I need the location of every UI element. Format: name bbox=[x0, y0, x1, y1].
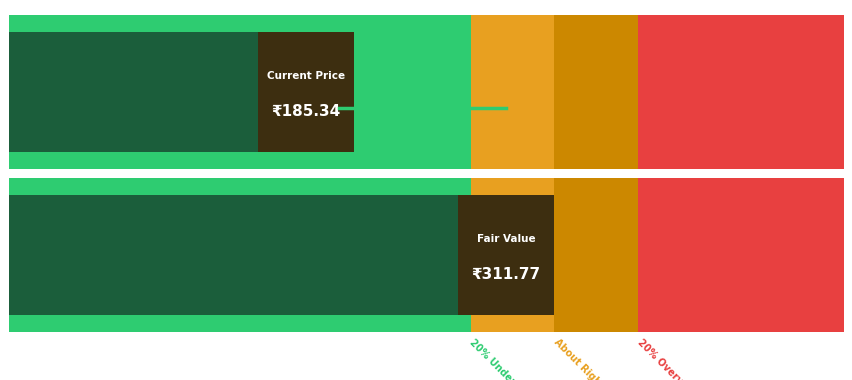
Text: ₹311.77: ₹311.77 bbox=[471, 267, 540, 282]
Bar bbox=[9, 178, 470, 331]
Bar bbox=[554, 15, 637, 169]
Text: 20% Undervalued: 20% Undervalued bbox=[468, 337, 543, 380]
Bar bbox=[257, 32, 354, 152]
Bar bbox=[554, 178, 637, 331]
Bar bbox=[637, 178, 843, 331]
Text: Undervalued: Undervalued bbox=[382, 64, 470, 78]
Bar bbox=[470, 178, 554, 331]
Bar bbox=[9, 32, 354, 152]
Bar bbox=[470, 15, 554, 169]
Bar bbox=[9, 15, 470, 169]
Bar bbox=[9, 195, 554, 315]
Text: ₹185.34: ₹185.34 bbox=[271, 104, 340, 119]
Text: Current Price: Current Price bbox=[267, 71, 344, 81]
Bar bbox=[458, 195, 554, 315]
Text: Fair Value: Fair Value bbox=[476, 234, 535, 244]
Text: 20% Overvalued: 20% Overvalued bbox=[635, 337, 705, 380]
Bar bbox=[637, 15, 843, 169]
Text: 40.6%: 40.6% bbox=[385, 18, 467, 42]
Text: About Right: About Right bbox=[551, 337, 604, 380]
